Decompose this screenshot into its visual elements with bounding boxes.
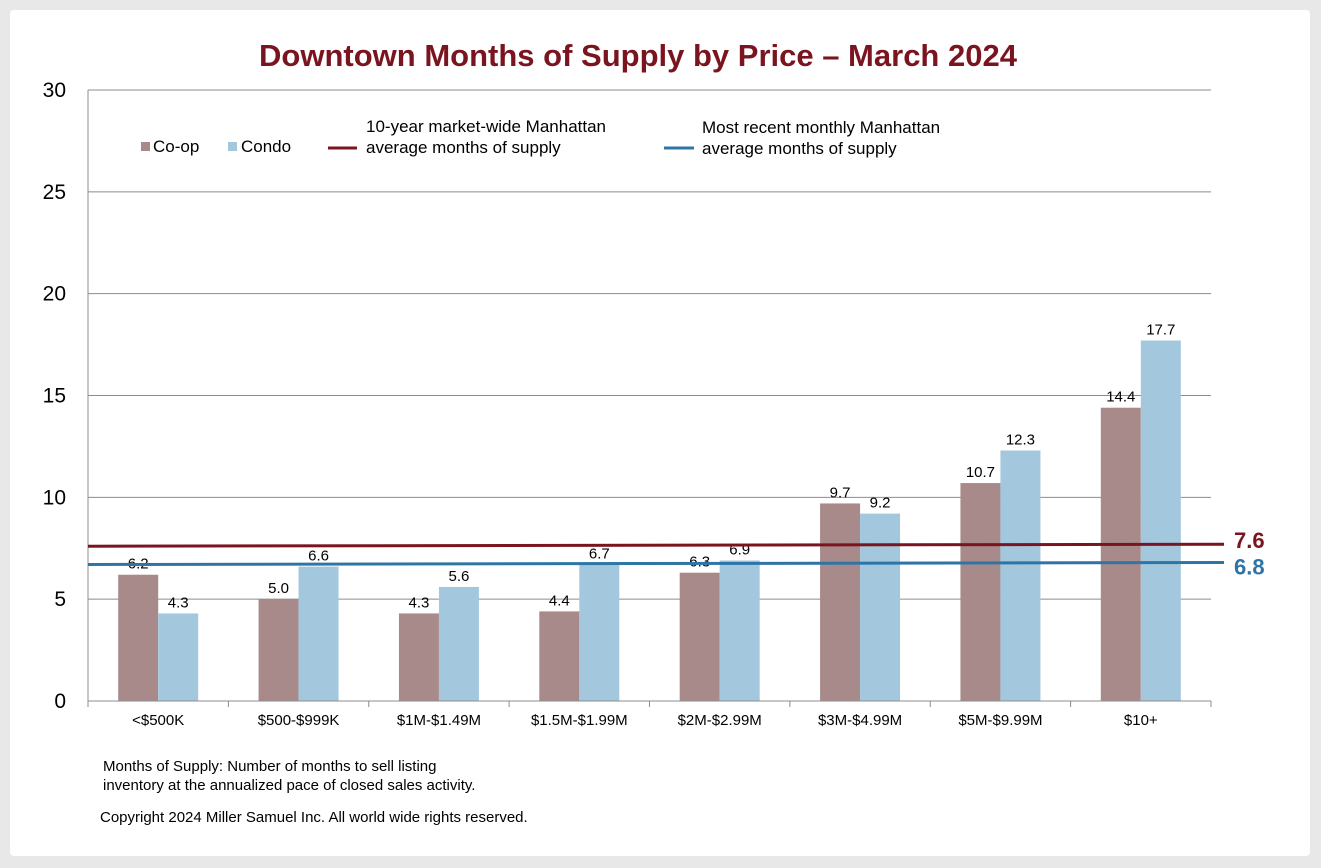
data-label-condo-500-999k: 6.6 <box>308 548 329 565</box>
y-tick-label-5: 5 <box>54 588 66 611</box>
bar-co-op-500-999k <box>258 599 299 701</box>
bars: 6.24.35.06.64.35.64.46.76.36.99.79.210.7… <box>118 322 1181 701</box>
bar-condo-5m-9-99m <box>1000 450 1041 701</box>
gridlines <box>88 89 1211 600</box>
data-label-co-op-3m-4-99m: 9.7 <box>830 484 851 501</box>
reference-line-recent-average <box>87 561 1225 567</box>
chart-canvas: Downtown Months of Supply by Price – Mar… <box>43 38 1265 826</box>
bar-co-op-5m-9-99m <box>960 483 1001 701</box>
data-label-co-op-10: 14.4 <box>1106 389 1135 406</box>
legend-label-10yr-average-line1: 10-year market-wide Manhattan <box>366 117 606 136</box>
chart-title: Downtown Months of Supply by Price – Mar… <box>259 38 1018 73</box>
legend-label-coop: Co-op <box>153 137 199 156</box>
reference-lines: 7.66.8 <box>87 528 1265 580</box>
x-tick-label-1-5m-1-99m: $1.5M-$1.99M <box>531 712 628 729</box>
bar-condo-1m-1-49m <box>438 586 479 701</box>
footnote-line1: Months of Supply: Number of months to se… <box>103 758 437 775</box>
data-label-condo-1m-1-49m: 5.6 <box>449 568 470 585</box>
x-tick-label-3m-4-99m: $3M-$4.99M <box>818 712 902 729</box>
bar-condo-10 <box>1140 340 1181 701</box>
data-label-condo-5m-9-99m: 12.3 <box>1006 431 1035 448</box>
data-label-condo-3m-4-99m: 9.2 <box>870 495 891 512</box>
bar-co-op-2m-2-99m <box>679 572 720 701</box>
y-tick-label-10: 10 <box>43 486 66 509</box>
data-label-condo-10: 17.7 <box>1146 322 1175 339</box>
data-label-condo-500k: 4.3 <box>168 594 189 611</box>
y-tick-label-15: 15 <box>43 385 66 408</box>
x-tick-label-5m-9-99m: $5M-$9.99M <box>958 712 1042 729</box>
legend-swatch-coop <box>141 142 150 151</box>
x-tick-label-500-999k: $500-$999K <box>258 712 340 729</box>
y-tick-label-30: 30 <box>43 79 66 102</box>
footnote-line2: inventory at the annualized pace of clos… <box>103 777 475 794</box>
legend-label-10yr-average-line2: average months of supply <box>366 138 561 157</box>
legend-label-recent-average-line1: Most recent monthly Manhattan <box>702 118 940 137</box>
bar-co-op-500k <box>118 574 159 701</box>
bar-condo-500k <box>158 613 199 701</box>
x-tick-label-2m-2-99m: $2M-$2.99M <box>678 712 762 729</box>
y-tick-label-20: 20 <box>43 283 66 306</box>
legend-label-recent-average-line2: average months of supply <box>702 139 897 158</box>
bar-co-op-10 <box>1100 407 1141 701</box>
data-label-co-op-5m-9-99m: 10.7 <box>966 464 995 481</box>
legend-swatch-condo <box>228 142 237 151</box>
data-label-co-op-500-999k: 5.0 <box>268 580 289 597</box>
data-label-condo-1-5m-1-99m: 6.7 <box>589 546 610 563</box>
reference-line-10yr-average <box>87 542 1225 548</box>
y-tick-label-0: 0 <box>54 690 66 713</box>
bar-condo-3m-4-99m <box>860 513 901 701</box>
y-tick-label-25: 25 <box>43 181 66 204</box>
bar-co-op-1m-1-49m <box>398 613 439 701</box>
x-tick-label-10: $10+ <box>1124 712 1158 729</box>
x-axis: <$500K $500-$999K $1M-$1.49M $1.5M-$1.99M $2… <box>87 700 1212 729</box>
bar-co-op-3m-4-99m <box>820 503 861 701</box>
x-tick-label-1m-1-49m: $1M-$1.49M <box>397 712 481 729</box>
x-tick-label-500k: <$500K <box>132 712 184 729</box>
data-label-co-op-1m-1-49m: 4.3 <box>409 594 430 611</box>
y-axis: 0 5 10 15 20 25 30 <box>43 79 89 713</box>
legend-label-condo: Condo <box>241 137 291 156</box>
bar-co-op-1-5m-1-99m <box>539 611 580 701</box>
reference-value-10yr-average: 7.6 <box>1234 528 1265 553</box>
copyright-notice: Copyright 2024 Miller Samuel Inc. All wo… <box>100 809 528 826</box>
reference-value-recent-average: 6.8 <box>1234 555 1265 580</box>
bar-condo-1-5m-1-99m <box>579 564 620 701</box>
bar-condo-2m-2-99m <box>719 560 760 701</box>
bar-condo-500-999k <box>298 566 339 701</box>
legend: Co-op Condo 10-year market-wide Manhatta… <box>141 117 940 158</box>
data-label-co-op-1-5m-1-99m: 4.4 <box>549 592 570 609</box>
chart-card: Downtown Months of Supply by Price – Mar… <box>10 10 1310 856</box>
